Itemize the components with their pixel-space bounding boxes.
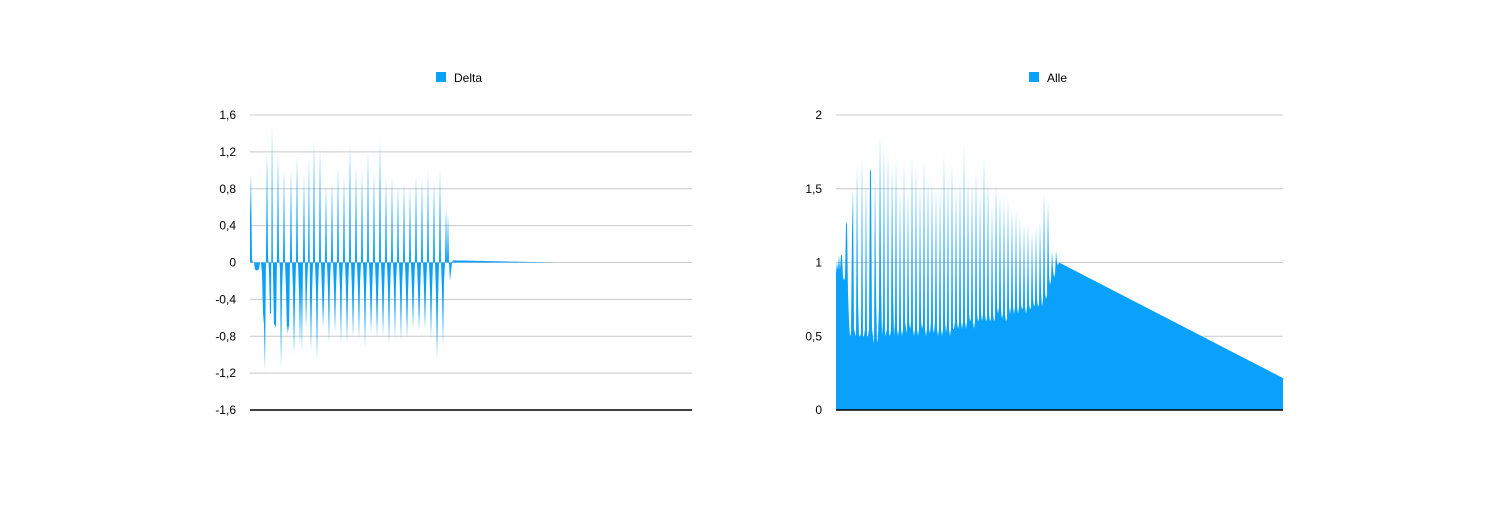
delta-y-tick-label: 0,8 <box>219 182 236 196</box>
alle-y-tick-label: 0,5 <box>805 329 822 343</box>
alle-area-series <box>836 134 1283 410</box>
delta-y-tick-label: -0,4 <box>215 292 236 306</box>
delta-y-tick-label: -1,6 <box>215 403 236 417</box>
alle-legend: Alle <box>1029 71 1067 85</box>
delta-legend-swatch <box>436 72 446 82</box>
alle-chart-svg: Alle 2 1,5 1 0,5 0 <box>805 71 1283 417</box>
delta-y-tick-label: -1,2 <box>215 366 236 380</box>
alle-legend-label: Alle <box>1047 71 1067 85</box>
alle-y-tick-label: 1,5 <box>805 182 822 196</box>
alle-y-tick-label: 0 <box>815 403 822 417</box>
delta-legend: Delta <box>436 71 482 85</box>
alle-chart: Alle 2 1,5 1 0,5 0 <box>750 0 1500 500</box>
delta-y-tick-label: 0 <box>229 256 236 270</box>
delta-y-axis: 1,6 1,2 0,8 0,4 0 -0,4 -0,8 -1,2 -1,6 <box>215 108 236 417</box>
alle-legend-swatch <box>1029 72 1039 82</box>
delta-chart-svg: Delta 1,6 1,2 0,8 0,4 0 -0,4 -0,8 -1,2 -1,6 <box>215 71 692 417</box>
delta-area-series <box>250 125 692 372</box>
alle-y-tick-label: 1 <box>815 256 822 270</box>
delta-chart: Delta 1,6 1,2 0,8 0,4 0 -0,4 -0,8 -1,2 -1,6 <box>0 0 750 500</box>
delta-y-tick-label: 1,6 <box>219 108 236 122</box>
delta-legend-label: Delta <box>454 71 482 85</box>
delta-y-tick-label: 0,4 <box>219 219 236 233</box>
delta-y-tick-label: 1,2 <box>219 145 236 159</box>
alle-y-axis: 2 1,5 1 0,5 0 <box>805 108 822 417</box>
delta-y-tick-label: -0,8 <box>215 329 236 343</box>
alle-y-tick-label: 2 <box>815 108 822 122</box>
